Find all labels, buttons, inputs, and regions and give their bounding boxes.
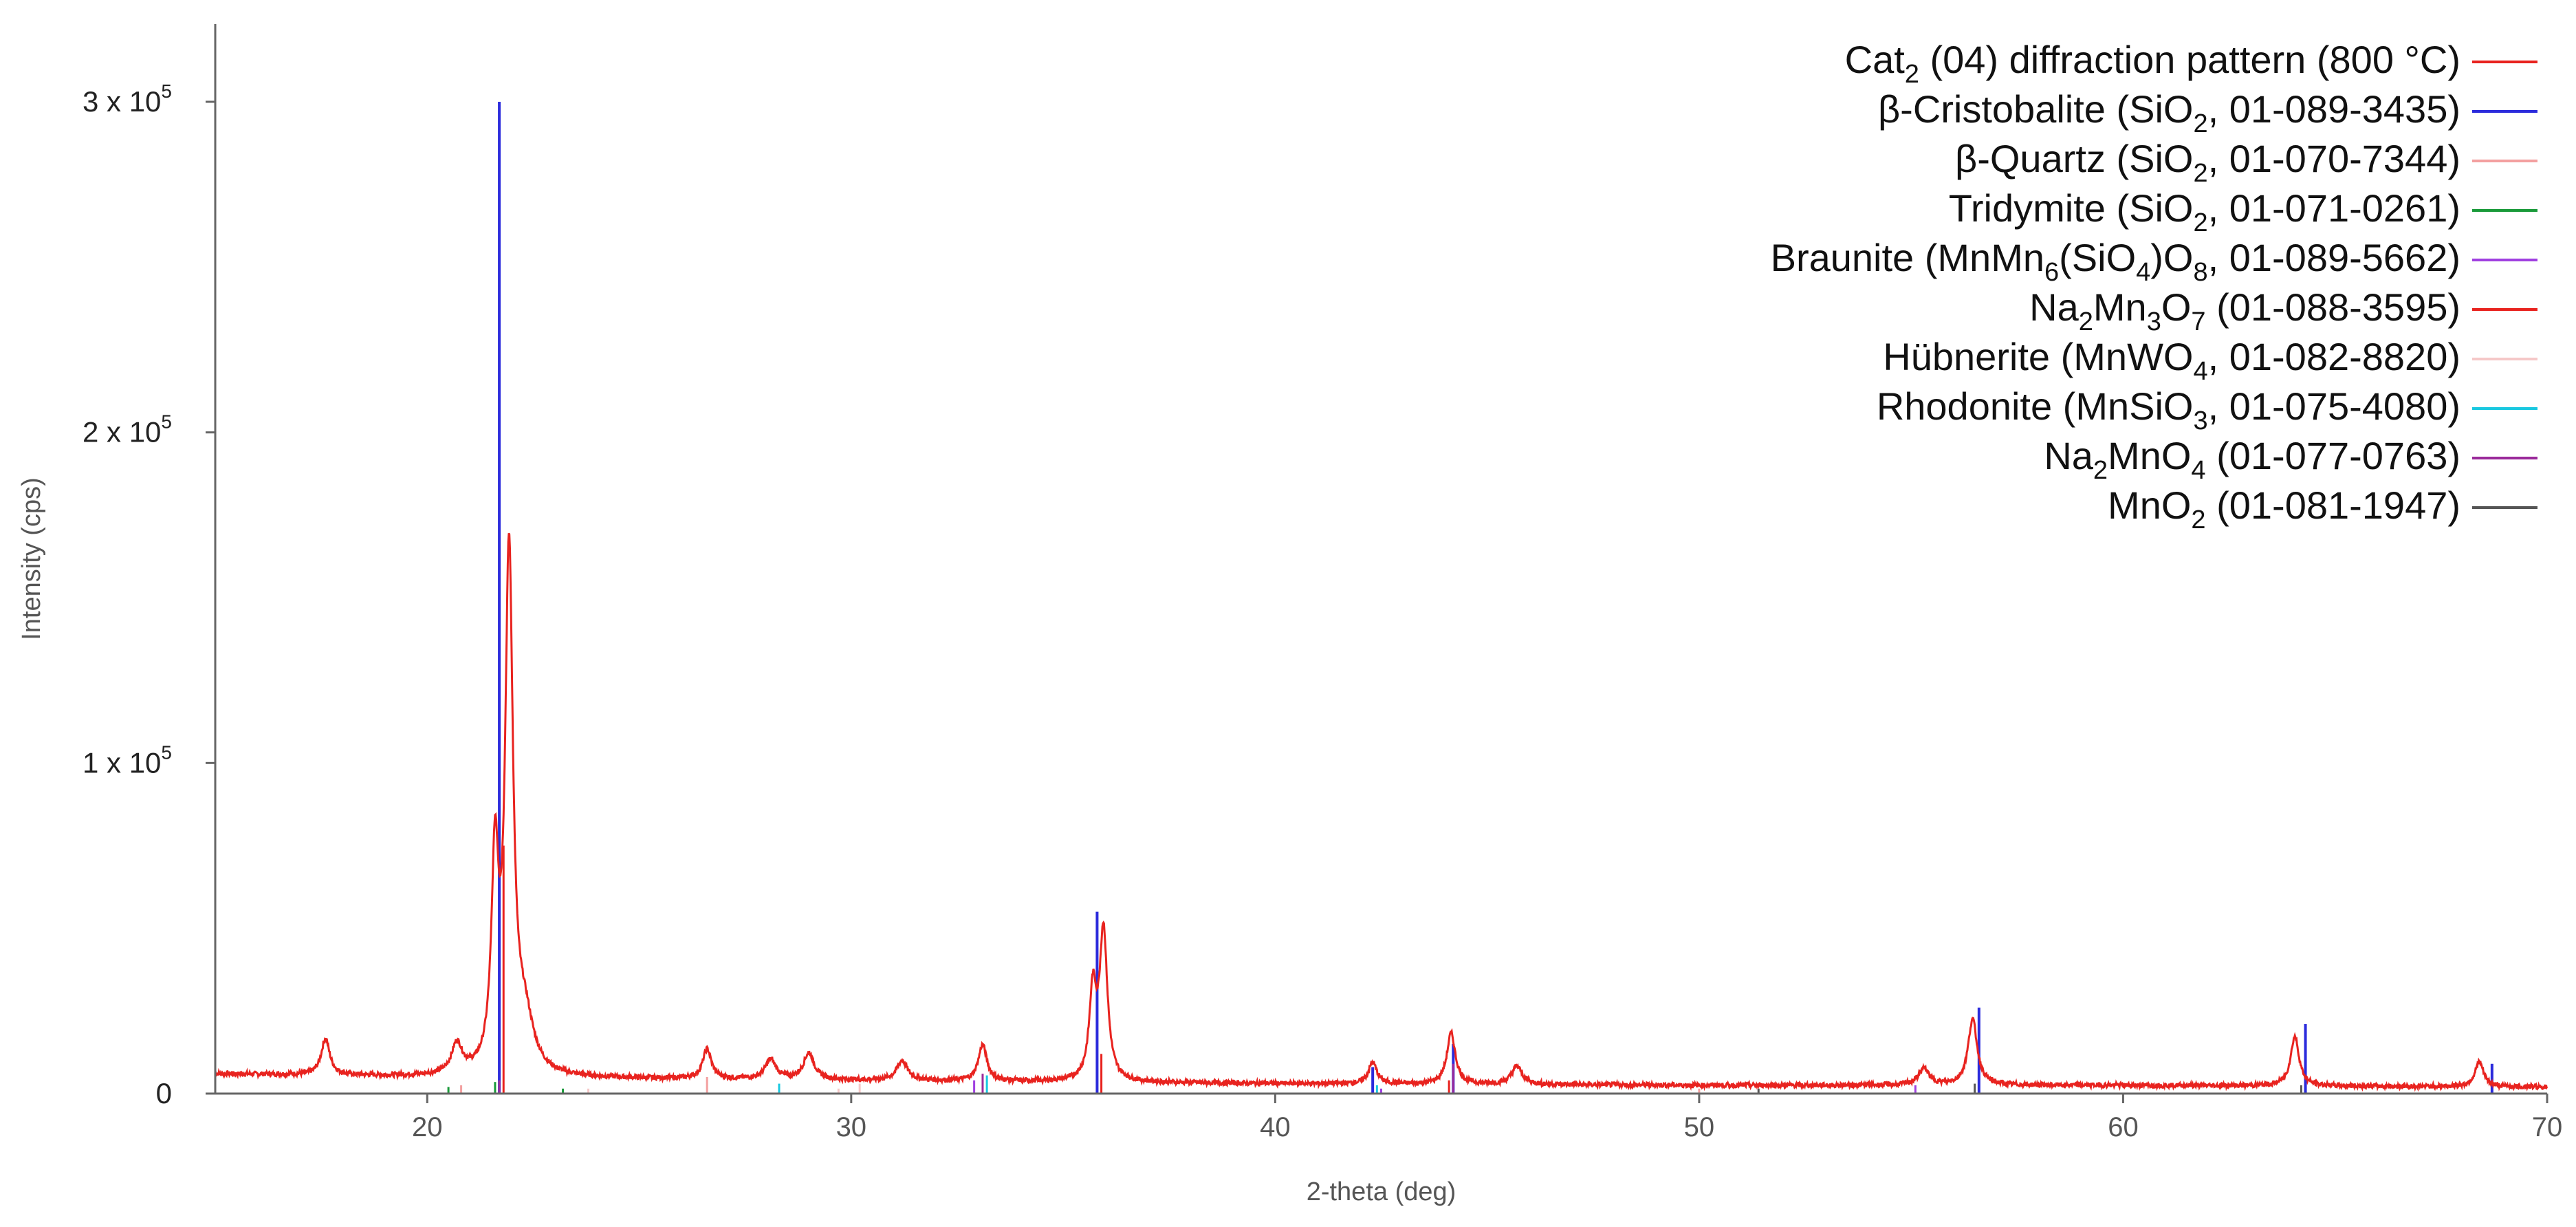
y-tick-base: 1 x 10	[83, 746, 161, 779]
legend-label: Rhodonite (MnSiO3, 01-075-4080)	[1877, 384, 2460, 435]
legend-label: Hübnerite (MnWO4, 01-082-8820)	[1883, 335, 2460, 386]
legend-item: β-Cristobalite (SiO2, 01-089-3435)	[1878, 87, 2537, 138]
legend-subscript: 3	[2193, 406, 2207, 435]
legend-item: Na2MnO4 (01-077-0763)	[2044, 434, 2537, 485]
legend-text: Mn	[2093, 285, 2147, 329]
legend-text: Hübnerite (MnWO	[1883, 335, 2193, 378]
reference-sticks	[447, 102, 2493, 1094]
legend-text: (01-081-1947)	[2206, 484, 2460, 527]
legend-item: Cat2 (04) diffraction pattern (800 °C)	[1845, 38, 2537, 89]
legend-label: Braunite (MnMn6(SiO4)O8, 01-089-5662)	[1771, 236, 2460, 287]
legend-text: Na	[2044, 434, 2093, 477]
y-tick-base: 3 x 10	[83, 85, 161, 118]
x-ticks: 20 30 40 50 60 70	[412, 1094, 2562, 1142]
legend-label: Tridymite (SiO2, 01-071-0261)	[1949, 186, 2460, 237]
x-tick-label: 50	[1684, 1112, 1715, 1142]
legend-label: Na2MnO4 (01-077-0763)	[2044, 434, 2460, 485]
legend-text: Cat	[1845, 38, 1906, 81]
y-tick-base: 2 x 10	[83, 416, 161, 448]
y-tick-label: 1 x 105	[83, 741, 172, 779]
legend-text: MnO	[2108, 434, 2191, 477]
legend-subscript: 6	[2044, 258, 2059, 287]
legend-text: β-Quartz (SiO	[1955, 137, 2193, 180]
legend-text: MnO	[2108, 484, 2191, 527]
reference-series	[587, 1083, 861, 1094]
legend-item: Na2Mn3O7 (01-088-3595)	[2029, 285, 2537, 336]
reference-series	[498, 102, 2493, 1094]
x-tick-label: 30	[836, 1112, 867, 1142]
legend-text: β-Cristobalite (SiO	[1878, 87, 2194, 131]
y-tick-base: 0	[156, 1077, 172, 1109]
y-tick-exponent: 5	[161, 80, 172, 102]
legend-text: , 01-082-8820)	[2208, 335, 2460, 378]
legend-subscript: 2	[2193, 208, 2207, 237]
legend-subscript: 3	[2147, 307, 2161, 336]
y-tick-label: 2 x 105	[83, 411, 172, 448]
legend-text: (01-077-0763)	[2206, 434, 2460, 477]
reference-series	[498, 1063, 1454, 1094]
legend-text: Braunite (MnMn	[1771, 236, 2044, 279]
legend: Cat2 (04) diffraction pattern (800 °C)β-…	[1771, 38, 2537, 534]
y-tick-exponent: 5	[161, 411, 172, 433]
y-tick-exponent: 5	[161, 741, 172, 763]
x-axis-label: 2-theta (deg)	[1307, 1177, 1456, 1206]
reference-series	[778, 1075, 1378, 1094]
legend-item: Braunite (MnMn6(SiO4)O8, 01-089-5662)	[1771, 236, 2537, 287]
legend-subscript: 2	[1905, 60, 1919, 89]
legend-subscript: 8	[2193, 258, 2207, 287]
legend-subscript: 2	[2191, 506, 2205, 534]
legend-text: (04) diffraction pattern (800 °C)	[1919, 38, 2460, 81]
reference-series	[447, 1082, 565, 1094]
legend-subscript: 4	[2193, 357, 2207, 386]
axes	[214, 24, 2547, 1095]
y-tick-label: 3 x 105	[83, 80, 172, 118]
legend-text: Na	[2029, 285, 2079, 329]
legend-text: , 01-071-0261)	[2208, 186, 2460, 230]
legend-text: , 01-089-5662)	[2208, 236, 2460, 279]
legend-text: , 01-070-7344)	[2208, 137, 2460, 180]
legend-subscript: 2	[2193, 159, 2207, 188]
legend-text: Rhodonite (MnSiO	[1877, 384, 2194, 428]
x-tick-label: 20	[412, 1112, 443, 1142]
legend-item: Tridymite (SiO2, 01-071-0261)	[1949, 186, 2537, 237]
reference-series	[502, 845, 1450, 1094]
diffraction-pattern	[215, 532, 2548, 1092]
legend-subscript: 7	[2191, 307, 2205, 336]
legend-text: O	[2161, 285, 2192, 329]
legend-subscript: 2	[2193, 109, 2207, 138]
legend-subscript: 4	[2191, 456, 2205, 485]
legend-subscript: 4	[2136, 258, 2150, 287]
legend-label: MnO2 (01-081-1947)	[2108, 484, 2460, 534]
x-tick-label: 60	[2108, 1112, 2139, 1142]
legend-text: (01-088-3595)	[2206, 285, 2460, 329]
legend-text: )O	[2150, 236, 2193, 279]
legend-subscript: 2	[2079, 307, 2093, 336]
legend-label: Na2Mn3O7 (01-088-3595)	[2029, 285, 2460, 336]
legend-item: MnO2 (01-081-1947)	[2108, 484, 2537, 534]
pattern-line	[215, 532, 2548, 1092]
legend-item: β-Quartz (SiO2, 01-070-7344)	[1955, 137, 2537, 188]
y-tick-label: 0	[156, 1077, 172, 1109]
legend-label: Cat2 (04) diffraction pattern (800 °C)	[1845, 38, 2460, 89]
x-tick-label: 40	[1260, 1112, 1291, 1142]
legend-item: Hübnerite (MnWO4, 01-082-8820)	[1883, 335, 2537, 386]
y-axis-label: Intensity (cps)	[17, 477, 46, 640]
legend-label: β-Cristobalite (SiO2, 01-089-3435)	[1878, 87, 2460, 138]
legend-label: β-Quartz (SiO2, 01-070-7344)	[1955, 137, 2460, 188]
legend-text: (SiO	[2059, 236, 2136, 279]
legend-item: Rhodonite (MnSiO3, 01-075-4080)	[1877, 384, 2537, 435]
legend-text: , 01-089-3435)	[2208, 87, 2460, 131]
legend-subscript: 2	[2093, 456, 2108, 485]
legend-text: , 01-075-4080)	[2208, 384, 2460, 428]
x-tick-label: 70	[2532, 1112, 2563, 1142]
legend-text: Tridymite (SiO	[1949, 186, 2194, 230]
